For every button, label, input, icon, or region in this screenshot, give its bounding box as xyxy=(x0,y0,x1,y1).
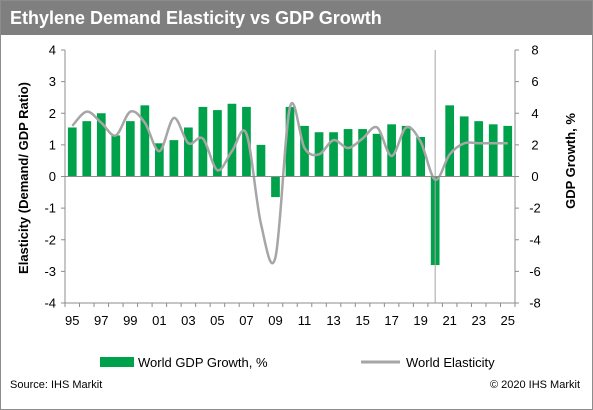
x-tick-label: 15 xyxy=(355,313,369,328)
x-tick-label: 19 xyxy=(413,313,427,328)
gdp-bar-2009 xyxy=(271,176,280,198)
gdp-bar-2021 xyxy=(445,105,455,177)
y-tick-left-label: -3 xyxy=(44,264,56,279)
x-tick-label: 09 xyxy=(268,313,282,328)
y-tick-right-label: 0 xyxy=(531,169,538,184)
gdp-bar-2017 xyxy=(387,124,396,177)
chart-title: Ethylene Demand Elasticity vs GDP Growth xyxy=(1,1,592,35)
bars-layer xyxy=(67,103,513,266)
x-tick-label: 05 xyxy=(210,313,224,328)
y-tick-right-label: -2 xyxy=(529,201,541,216)
line-layer xyxy=(71,102,508,265)
x-tick-label: 13 xyxy=(326,313,340,328)
gdp-bar-2003 xyxy=(184,127,193,177)
gdp-bar-1997 xyxy=(96,113,106,177)
gdp-bar-2007 xyxy=(242,106,251,177)
legend: World GDP Growth, % World Elasticity xyxy=(100,355,495,370)
x-tick-label: 97 xyxy=(94,313,108,328)
gdp-bar-1995 xyxy=(67,127,77,177)
x-tick-label: 03 xyxy=(181,313,195,328)
x-tick-label: 99 xyxy=(123,313,137,328)
gdp-bar-2013 xyxy=(329,132,338,177)
gdp-bar-1998 xyxy=(111,135,121,177)
y-tick-right-label: 6 xyxy=(531,74,538,89)
x-tick-label: 11 xyxy=(298,313,312,328)
x-tick-label: 07 xyxy=(239,313,253,328)
gdp-bar-2004 xyxy=(198,106,208,177)
gdp-bar-2000 xyxy=(140,105,150,177)
y-tick-left-label: 2 xyxy=(49,106,56,121)
gdp-bar-2010 xyxy=(285,106,295,177)
elasticity-line xyxy=(71,102,508,265)
gdp-bar-2014 xyxy=(343,129,353,177)
y-tick-right-label: -8 xyxy=(529,296,541,311)
gdp-bar-1999 xyxy=(125,121,135,177)
x-tick-label: 25 xyxy=(501,313,515,328)
gdp-bar-1996 xyxy=(82,121,92,177)
y-tick-right-label: 4 xyxy=(531,106,538,121)
gdp-bar-2022 xyxy=(459,116,469,177)
axes-layer xyxy=(61,49,519,307)
gdp-bar-2011 xyxy=(300,125,309,177)
y-tick-right-label: 2 xyxy=(531,137,538,152)
gdp-bar-2018 xyxy=(401,125,411,177)
y-tick-left-label: 3 xyxy=(49,74,56,89)
gdp-bar-2002 xyxy=(169,140,179,177)
legend-label-gdp: World GDP Growth, % xyxy=(138,355,268,370)
legend-label-elasticity: World Elasticity xyxy=(406,355,495,370)
y-axis-right-title: GDP Growth, % xyxy=(563,113,578,209)
y-tick-left-label: 4 xyxy=(49,43,56,58)
gdp-bar-2019 xyxy=(416,136,425,177)
gdp-bar-2015 xyxy=(358,129,367,177)
y-tick-left-label: 1 xyxy=(49,137,56,152)
source-note: Source: IHS Markit xyxy=(10,379,103,391)
ticks-layer: 4 8 3 6 2 4 1 2 0 0 -1 -2 -2 -4 -3 -6 -4 -8 95 97 99 01 03 05 07… xyxy=(44,43,540,329)
legend-swatch-gdp xyxy=(100,357,134,367)
x-tick-label: 17 xyxy=(384,313,398,328)
gdp-bar-2001 xyxy=(155,143,164,177)
y-tick-right-label: 8 xyxy=(531,43,538,58)
y-tick-left-label: -2 xyxy=(44,232,56,247)
y-tick-right-label: -4 xyxy=(529,232,541,247)
x-tick-label: 23 xyxy=(471,313,485,328)
gdp-bar-2005 xyxy=(213,110,222,177)
gdp-bar-2016 xyxy=(372,133,382,177)
gdp-bar-2024 xyxy=(488,124,498,177)
gdp-bar-2008 xyxy=(256,144,266,177)
gdp-bar-2025 xyxy=(503,125,513,177)
x-tick-label: 21 xyxy=(442,313,456,328)
gdp-bar-2006 xyxy=(227,103,237,177)
x-tick-label: 95 xyxy=(65,313,79,328)
y-tick-left-label: -1 xyxy=(44,201,56,216)
y-axis-left-title: Elasticity (Demand/ GDP Ratio) xyxy=(16,82,31,274)
y-tick-left-label: -4 xyxy=(44,296,56,311)
gdp-bar-2023 xyxy=(474,121,484,177)
x-tick-label: 01 xyxy=(152,313,166,328)
y-tick-left-label: 0 xyxy=(49,169,56,184)
copyright-note: © 2020 IHS Markit xyxy=(489,379,580,391)
y-tick-right-label: -6 xyxy=(529,264,541,279)
